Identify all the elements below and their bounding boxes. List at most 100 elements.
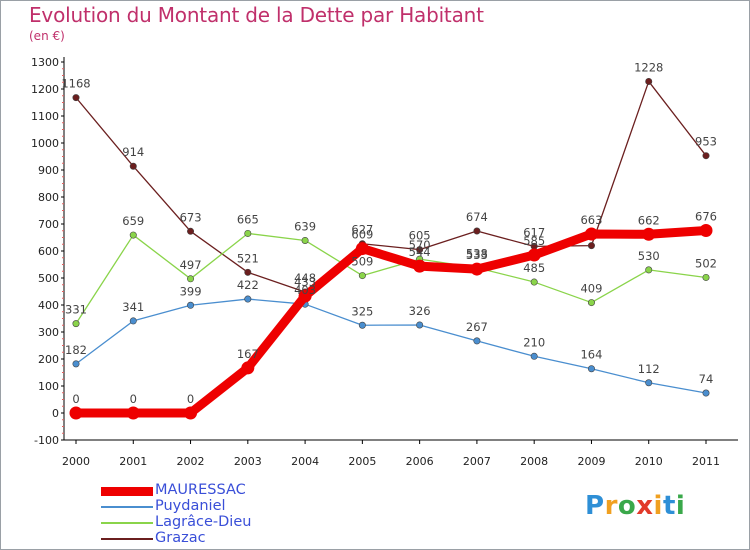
proxiti-logo: Proxiti bbox=[585, 491, 685, 521]
data-label: 331 bbox=[65, 303, 87, 317]
data-label: 341 bbox=[122, 300, 144, 314]
data-point bbox=[72, 94, 80, 102]
data-point bbox=[642, 227, 656, 241]
data-point bbox=[187, 227, 195, 235]
data-label: 267 bbox=[466, 320, 488, 334]
x-tick-label: 2009 bbox=[577, 455, 605, 468]
data-label: 673 bbox=[180, 210, 202, 224]
data-label: 530 bbox=[638, 249, 660, 263]
data-point bbox=[69, 406, 83, 420]
data-label: 509 bbox=[351, 255, 373, 269]
logo-letter: x bbox=[636, 491, 654, 521]
data-label: 485 bbox=[523, 261, 545, 275]
data-label: 544 bbox=[409, 245, 431, 259]
data-point bbox=[241, 361, 255, 375]
data-label: 1228 bbox=[634, 60, 663, 74]
data-label: 659 bbox=[122, 214, 144, 228]
x-tick-label: 2005 bbox=[348, 455, 376, 468]
data-point bbox=[702, 389, 710, 397]
y-tick-label: 0 bbox=[52, 407, 59, 420]
y-tick-label: 800 bbox=[38, 191, 59, 204]
data-point bbox=[244, 229, 252, 237]
y-tick-label: 400 bbox=[38, 299, 59, 312]
data-label: 521 bbox=[237, 251, 259, 265]
logo-letter: r bbox=[604, 491, 618, 521]
legend-label: Puydaniel bbox=[155, 498, 226, 514]
data-label: 0 bbox=[130, 392, 137, 406]
logo-letter: t bbox=[662, 491, 676, 521]
data-label: 676 bbox=[695, 209, 717, 223]
data-label: 533 bbox=[466, 248, 488, 262]
data-point bbox=[129, 231, 137, 239]
data-point bbox=[645, 77, 653, 85]
logo-letter: i bbox=[675, 491, 686, 521]
data-point bbox=[72, 320, 80, 328]
legend-item: Grazac bbox=[101, 530, 361, 547]
data-label: 953 bbox=[695, 135, 717, 149]
x-tick-label: 2007 bbox=[463, 455, 491, 468]
x-tick-label: 2001 bbox=[119, 455, 147, 468]
logo-letter: P bbox=[585, 491, 605, 521]
y-tick-label: 100 bbox=[38, 380, 59, 393]
data-point bbox=[473, 337, 481, 345]
data-label: 409 bbox=[580, 282, 602, 296]
data-label: 502 bbox=[695, 256, 717, 270]
data-label: 448 bbox=[294, 271, 316, 285]
series-line-mauressac bbox=[71, 225, 711, 418]
data-point bbox=[530, 352, 538, 360]
y-tick-label: 1000 bbox=[31, 137, 59, 150]
data-label: 399 bbox=[180, 284, 202, 298]
data-point bbox=[244, 268, 252, 276]
x-tick-label: 2006 bbox=[406, 455, 434, 468]
data-label: 627 bbox=[351, 223, 373, 237]
series-line-lagrcedieu bbox=[75, 232, 707, 325]
legend-swatch bbox=[101, 486, 153, 496]
data-point bbox=[129, 317, 137, 325]
data-point bbox=[72, 360, 80, 368]
data-label: 433 bbox=[294, 275, 316, 289]
y-tick-label: 500 bbox=[38, 272, 59, 285]
x-tick-label: 2002 bbox=[177, 455, 205, 468]
data-point bbox=[129, 162, 137, 170]
data-label: 570 bbox=[409, 238, 431, 252]
legend-swatch bbox=[101, 506, 153, 508]
y-tick-label: 600 bbox=[38, 245, 59, 258]
x-tick-label: 2010 bbox=[635, 455, 663, 468]
legend-item: Lagrâce-Dieu bbox=[101, 514, 361, 531]
data-point bbox=[187, 275, 195, 283]
legend-item: MAURESSAC bbox=[101, 482, 361, 499]
data-label: 167 bbox=[237, 347, 259, 361]
data-point bbox=[527, 248, 541, 262]
chart-subtitle: (en €) bbox=[29, 29, 65, 43]
y-tick-label: 1100 bbox=[31, 110, 59, 123]
data-label: 662 bbox=[638, 213, 660, 227]
data-point bbox=[473, 227, 481, 235]
data-point bbox=[187, 301, 195, 309]
data-label: 0 bbox=[72, 392, 79, 406]
data-point bbox=[358, 321, 366, 329]
data-label: 639 bbox=[294, 219, 316, 233]
data-point bbox=[355, 242, 369, 256]
data-label: 112 bbox=[638, 362, 660, 376]
data-point bbox=[126, 406, 140, 420]
data-label: 182 bbox=[65, 343, 87, 357]
data-label: 665 bbox=[237, 212, 259, 226]
data-point bbox=[184, 406, 198, 420]
data-label: 538 bbox=[466, 247, 488, 261]
data-point bbox=[645, 379, 653, 387]
y-tick-label: 700 bbox=[38, 218, 59, 231]
data-point bbox=[702, 273, 710, 281]
data-point bbox=[416, 321, 424, 329]
series-line-grazac bbox=[75, 80, 707, 293]
data-label: 164 bbox=[580, 348, 602, 362]
x-tick-label: 2003 bbox=[234, 455, 262, 468]
x-tick-label: 2008 bbox=[520, 455, 548, 468]
data-point bbox=[416, 246, 424, 254]
y-tick-label: -100 bbox=[34, 434, 59, 447]
x-tick-label: 2004 bbox=[291, 455, 319, 468]
data-label: 325 bbox=[351, 304, 373, 318]
y-tick-label: 1200 bbox=[31, 83, 59, 96]
data-point bbox=[358, 272, 366, 280]
data-label: 497 bbox=[180, 258, 202, 272]
